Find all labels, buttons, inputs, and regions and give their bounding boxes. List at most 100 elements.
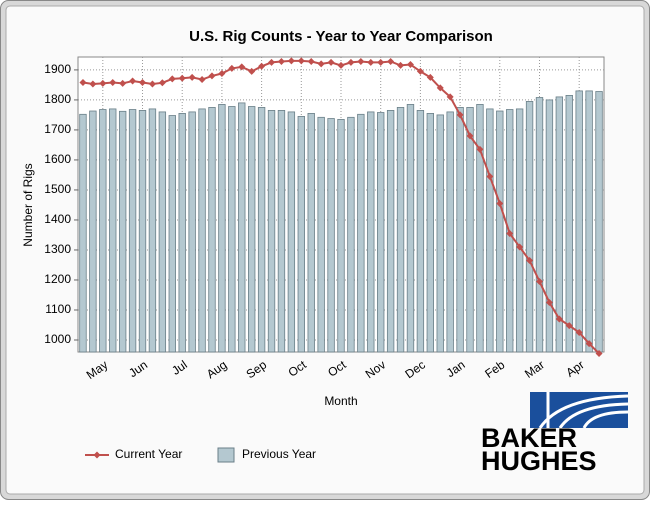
- bar: [158, 111, 167, 353]
- marker: [406, 61, 414, 69]
- bar: [466, 107, 474, 353]
- bar: [148, 108, 157, 353]
- bar: [545, 99, 554, 353]
- bar: [426, 113, 434, 353]
- marker: [387, 58, 395, 66]
- bar: [476, 104, 484, 353]
- bar: [178, 113, 186, 353]
- y-tick-label: 1300: [44, 242, 71, 256]
- marker: [595, 350, 603, 358]
- bar: [436, 114, 444, 353]
- bar: [307, 113, 315, 353]
- bar: [486, 108, 494, 353]
- bar: [138, 110, 147, 353]
- bar: [198, 108, 206, 353]
- y-tick-label: 1100: [45, 302, 71, 316]
- marker: [565, 322, 573, 330]
- marker: [208, 72, 216, 80]
- bar: [128, 109, 137, 353]
- y-tick-label: 1700: [44, 122, 71, 136]
- bar: [386, 110, 395, 353]
- bar: [585, 90, 593, 353]
- legend-label: Previous Year: [242, 447, 316, 461]
- marker: [466, 132, 474, 140]
- marker: [268, 58, 276, 66]
- bar: [396, 107, 405, 353]
- bar: [228, 106, 236, 353]
- bar: [267, 110, 276, 353]
- y-axis-label: Number of Rigs: [21, 163, 35, 246]
- marker: [476, 145, 484, 153]
- bar: [218, 104, 226, 353]
- y-tick-label: 1200: [44, 272, 71, 286]
- marker: [486, 172, 494, 180]
- bar: [416, 110, 425, 353]
- marker: [416, 67, 424, 75]
- bar: [238, 102, 246, 353]
- marker: [168, 75, 176, 83]
- marker: [188, 73, 196, 81]
- marker: [526, 256, 534, 264]
- bar: [446, 111, 454, 353]
- marker: [545, 298, 553, 306]
- bar: [188, 111, 196, 353]
- marker: [446, 93, 454, 101]
- marker: [158, 79, 166, 87]
- bar: [357, 113, 365, 353]
- bar: [337, 119, 345, 353]
- chart-title: U.S. Rig Counts - Year to Year Compariso…: [189, 28, 493, 45]
- legend-swatch: [93, 451, 101, 459]
- bar: [277, 110, 286, 353]
- bar: [347, 116, 355, 353]
- bar: [377, 112, 385, 353]
- x-axis-label: Month: [324, 394, 357, 408]
- marker: [347, 58, 355, 66]
- marker: [327, 58, 335, 66]
- y-tick-label: 1400: [44, 212, 71, 226]
- marker: [79, 79, 87, 87]
- marker: [218, 70, 226, 78]
- marker: [585, 340, 593, 348]
- marker: [119, 79, 127, 87]
- bar: [257, 107, 266, 353]
- bar: [456, 107, 464, 353]
- y-tick-label: 1900: [44, 62, 71, 76]
- marker: [297, 57, 305, 65]
- bar: [496, 110, 504, 353]
- bar: [297, 116, 305, 353]
- bar: [367, 111, 375, 353]
- logo-lines: [538, 392, 629, 429]
- marker: [198, 76, 206, 84]
- marker: [397, 61, 405, 69]
- bar: [555, 96, 564, 353]
- marker: [337, 61, 345, 69]
- logo-text: BAKER: [481, 423, 577, 453]
- marker: [436, 84, 444, 92]
- bar: [79, 113, 87, 353]
- bar: [575, 90, 583, 353]
- marker: [575, 328, 583, 336]
- marker: [228, 64, 236, 72]
- bar: [535, 97, 544, 353]
- marker: [99, 79, 107, 87]
- bar: [118, 110, 127, 353]
- y-tick-label: 1800: [44, 92, 71, 106]
- bar: [595, 91, 603, 353]
- bar: [168, 115, 176, 353]
- marker: [377, 58, 385, 66]
- bar: [109, 108, 117, 353]
- marker: [367, 58, 375, 66]
- marker: [287, 57, 295, 65]
- bar: [565, 95, 573, 353]
- marker: [555, 315, 563, 323]
- marker: [109, 79, 117, 87]
- y-tick-label: 1000: [44, 332, 71, 346]
- bar: [248, 106, 256, 353]
- marker: [426, 73, 434, 81]
- marker: [357, 58, 365, 66]
- marker: [307, 58, 315, 66]
- bar: [89, 110, 97, 353]
- marker: [456, 111, 464, 119]
- marker: [139, 79, 147, 87]
